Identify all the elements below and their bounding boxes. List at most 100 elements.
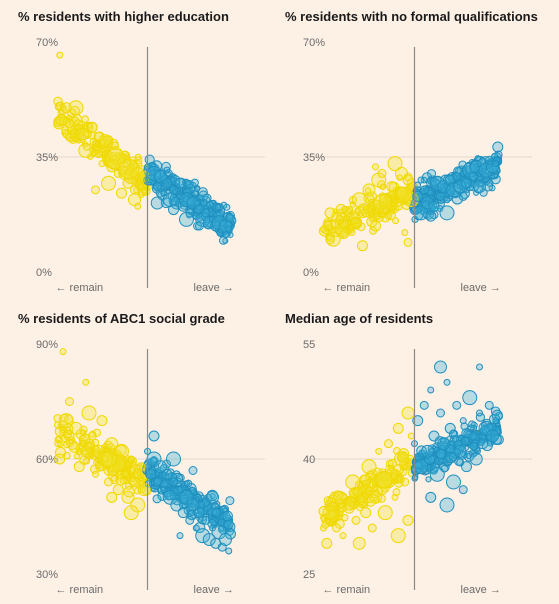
scatter-point (463, 429, 472, 439)
scatter-point (475, 412, 486, 422)
scatter-point (219, 219, 232, 233)
scatter-point (385, 212, 392, 220)
scatter-point (82, 378, 90, 386)
leave-axis-label: leave → (461, 584, 501, 596)
scatter-point (145, 468, 157, 480)
scatter-point (60, 102, 72, 114)
scatter-point (321, 520, 330, 529)
scatter-point (492, 417, 500, 425)
scatter-point (129, 476, 140, 488)
scatter-point (425, 491, 437, 503)
scatter-point (93, 131, 104, 142)
chart-plot: 90% 60% 30% ← remain leave → (36, 339, 265, 596)
scatter-point (152, 477, 162, 487)
scatter-point (115, 444, 127, 456)
scatter-point (463, 433, 473, 443)
scatter-point (94, 149, 104, 159)
y-tick-label: 55 (303, 339, 315, 351)
scatter-point (377, 168, 387, 178)
scatter-point (452, 400, 462, 410)
scatter-point (202, 533, 216, 546)
scatter-point (392, 464, 404, 476)
scatter-point (201, 515, 211, 525)
scatter-point (437, 437, 451, 451)
chart-panel-no-qualifications: % residents with no formal qualification… (267, 0, 542, 302)
scatter-point (211, 524, 227, 540)
scatter-point (148, 430, 160, 442)
scatter-point-large (118, 158, 140, 180)
scatter-point (387, 156, 403, 172)
scatter-point-large (100, 451, 118, 468)
scatter-point (170, 498, 184, 512)
scatter-point (359, 486, 366, 494)
scatter-point (53, 96, 63, 107)
scatter-point (443, 378, 451, 386)
remain-axis-label: ← remain (323, 282, 371, 294)
scatter-point (57, 440, 64, 448)
scatter-point (484, 400, 494, 410)
scatter-point (209, 493, 216, 500)
scatter-point (325, 231, 341, 247)
scatter-point (478, 420, 494, 436)
scatter-point-large (373, 193, 393, 214)
y-tick-label: 70% (303, 37, 325, 49)
scatter-point (428, 430, 440, 442)
scatter-point (89, 138, 97, 146)
scatter-point (87, 452, 95, 459)
scatter-point (425, 210, 437, 222)
scatter-point (391, 493, 399, 501)
remain-axis-label: ← remain (323, 584, 371, 596)
scatter-point (402, 514, 414, 526)
scatter-point (62, 130, 72, 139)
scatter-point (477, 438, 489, 450)
scatter-point (222, 510, 233, 522)
scatter-point (469, 442, 479, 451)
scatter-point (136, 462, 146, 472)
scatter-point (461, 177, 472, 189)
scatter-point (346, 206, 353, 214)
y-tick-label: 35% (303, 152, 325, 164)
scatter-point (484, 155, 494, 165)
scatter-point (96, 415, 108, 427)
scatter-point (167, 471, 178, 482)
scatter-point (339, 532, 347, 540)
scatter-point (461, 461, 472, 473)
scatter-point (195, 528, 211, 544)
scatter-point (446, 474, 461, 490)
scatter-point (468, 431, 478, 441)
scatter-point (206, 490, 219, 504)
scatter-point (322, 220, 333, 231)
scatter-point (348, 487, 360, 499)
scatter-point (483, 181, 494, 192)
scatter-point (121, 490, 135, 504)
scatter-point (76, 127, 89, 141)
leave-axis-label: leave → (461, 282, 501, 294)
scatter-point (486, 160, 499, 174)
y-tick-label: 0% (36, 267, 52, 279)
scatter-point (425, 476, 432, 483)
scatter-point (324, 207, 336, 219)
scatter-point (446, 182, 461, 198)
scatter-point (98, 134, 112, 148)
scatter-point (120, 469, 130, 479)
scatter-point (375, 447, 383, 455)
scatter-point (54, 426, 65, 437)
scatter-point (81, 115, 89, 123)
scatter-point (459, 417, 467, 425)
scatter-point (222, 237, 229, 244)
scatter-point (225, 547, 233, 555)
scatter-point (106, 161, 118, 173)
scatter-point (73, 461, 85, 473)
chart-plot: 55 40 25 ← remain leave → (303, 339, 532, 596)
leave-axis-label: leave → (194, 584, 234, 596)
scatter-point (214, 203, 222, 211)
scatter-point (462, 390, 478, 406)
scatter-point (98, 160, 106, 168)
scatter-point (186, 498, 200, 512)
scatter-point (392, 422, 404, 434)
scatter-point (326, 497, 334, 505)
scatter-point (429, 175, 445, 191)
scatter-point (400, 477, 410, 487)
scatter-point (436, 408, 445, 418)
scatter-point (395, 166, 408, 180)
